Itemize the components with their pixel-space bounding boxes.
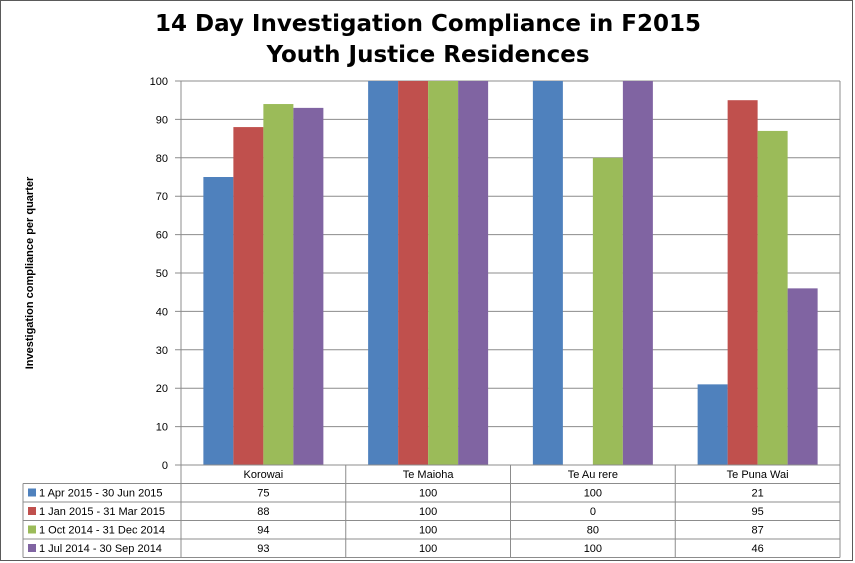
- data-label: 87: [752, 525, 764, 537]
- category-label: Te Puna Wai: [727, 469, 789, 481]
- bar: [368, 81, 399, 465]
- bar: [532, 81, 563, 465]
- y-tick-label: 100: [150, 76, 168, 88]
- y-tick-label: 40: [156, 306, 168, 318]
- bar: [203, 177, 234, 465]
- data-label: 94: [257, 525, 269, 537]
- bars: [203, 81, 818, 466]
- data-label: 100: [419, 543, 437, 555]
- data-label: 88: [257, 506, 269, 518]
- data-label: 21: [752, 488, 764, 500]
- bar: [233, 127, 264, 465]
- data-label: 100: [419, 488, 437, 500]
- data-label: 100: [584, 543, 602, 555]
- y-tick-labels: 0 10 20 30 40 50 60 70 80 90 100: [150, 76, 168, 472]
- legend-swatch: [28, 507, 36, 515]
- y-tick-label: 80: [156, 153, 168, 165]
- data-label: 75: [257, 488, 269, 500]
- bar: [592, 157, 623, 466]
- bar: [787, 288, 818, 465]
- bar: [428, 81, 459, 465]
- y-tick-label: 60: [156, 230, 168, 242]
- data-label: 93: [257, 543, 269, 555]
- y-axis-label: Investigation compliance per quarter: [24, 176, 36, 369]
- category-label: Korowai: [244, 469, 284, 481]
- data-label: 95: [752, 506, 764, 518]
- data-table: Korowai Te Maioha Te Au rere Te Puna Wai 1 A…: [22, 464, 841, 558]
- y-tick-label: 10: [156, 422, 168, 434]
- chart-title-line-1: 14 Day Investigation Compliance in F2015: [155, 11, 701, 37]
- y-tick-label: 0: [162, 460, 168, 472]
- bar: [458, 81, 489, 465]
- data-label: 100: [419, 525, 437, 537]
- y-tick-label: 50: [156, 268, 168, 280]
- bar: [727, 100, 758, 465]
- data-label: 46: [752, 543, 764, 555]
- bar: [622, 81, 653, 465]
- legend-label: 1 Oct 2014 - 31 Dec 2014: [39, 525, 165, 537]
- legend-label: 1 Apr 2015 - 30 Jun 2015: [39, 488, 163, 500]
- bar: [757, 130, 788, 466]
- bar: [398, 81, 429, 465]
- legend-swatch: [28, 544, 36, 552]
- bar: [697, 384, 728, 465]
- data-label: 0: [590, 506, 596, 518]
- bar: [263, 104, 294, 465]
- legend-swatch: [28, 488, 36, 497]
- legend-label: 1 Jan 2015 - 31 Mar 2015: [39, 506, 165, 518]
- category-label: Te Au rere: [568, 469, 618, 481]
- y-tick-label: 30: [156, 345, 168, 357]
- chart-title-line-2: Youth Justice Residences: [265, 42, 589, 68]
- data-label: 100: [419, 506, 437, 518]
- legend-swatch: [28, 525, 36, 534]
- data-label: 80: [587, 525, 599, 537]
- y-tick-label: 70: [156, 191, 168, 203]
- category-label: Te Maioha: [403, 469, 455, 481]
- legend-label: 1 Jul 2014 - 30 Sep 2014: [39, 543, 162, 555]
- bar: [293, 107, 324, 465]
- y-tick-label: 90: [156, 114, 168, 126]
- data-label: 100: [584, 488, 602, 500]
- y-tick-label: 20: [156, 383, 168, 395]
